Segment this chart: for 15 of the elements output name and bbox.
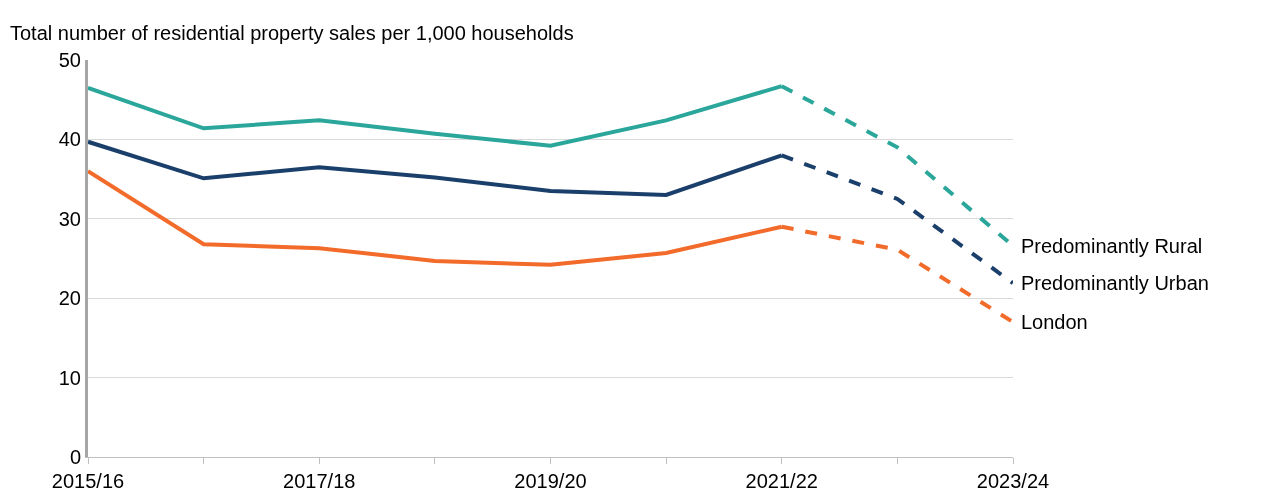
x-tick-label: 2015/16: [51, 470, 125, 492]
y-tick-label: 30: [58, 207, 81, 230]
series-label: Predominantly Rural: [1021, 235, 1203, 257]
y-tick-label: 10: [58, 366, 81, 389]
x-tick-label: 2023/24: [976, 470, 1050, 492]
x-tick-label: 2017/18: [283, 470, 356, 492]
series-label: Predominantly Urban: [1021, 272, 1209, 294]
y-axis-title: Total number of residential property sales per 1,000 households: [10, 22, 574, 44]
y-tick-label: 50: [58, 49, 81, 71]
y-tick-label: 20: [58, 287, 81, 310]
x-tick-label: 2019/20: [514, 470, 587, 492]
series-label: London: [1021, 311, 1088, 333]
y-tick-label: 0: [69, 446, 81, 468]
x-tick-label: 2021/22: [745, 470, 818, 492]
y-tick-label: 40: [58, 128, 81, 151]
